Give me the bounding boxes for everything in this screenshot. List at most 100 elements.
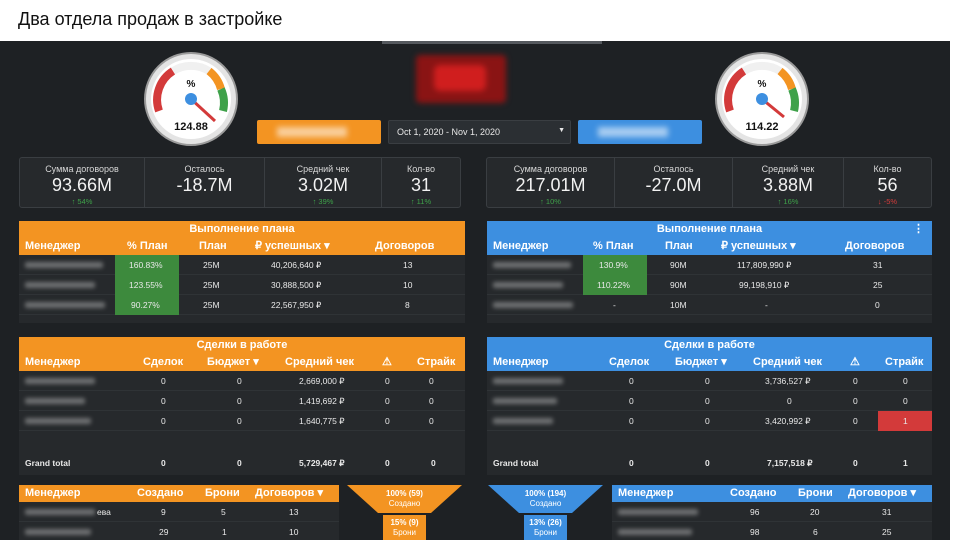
cell-count: 8 — [405, 300, 410, 310]
more-options-icon[interactable]: ⋮ — [913, 223, 924, 235]
col-plan[interactable]: План — [665, 240, 693, 252]
table-row[interactable]: 0 0 1,640,775 ₽ 0 0 — [19, 411, 465, 431]
table-row[interactable]: 0 0 3,420,992 ₽ 0 1 — [487, 411, 932, 431]
dashboard: % 124.88 % 114.22 Oct 1, 2020 - Nov 1, 2… — [0, 41, 950, 540]
table-row[interactable]: 0 0 3,736,527 ₽ 0 0 — [487, 371, 932, 391]
col-manager[interactable]: Менеджер — [493, 240, 549, 252]
cell-bookings: 6 — [813, 527, 818, 537]
cell-budget: 0 — [705, 416, 710, 426]
col-plan-pct[interactable]: % План — [127, 240, 168, 252]
cell-warn: 0 — [853, 376, 858, 386]
cell-name-tail: ева — [97, 507, 111, 517]
col-manager[interactable]: Менеджер — [493, 356, 549, 368]
table-row[interactable]: 98 6 25 — [612, 522, 932, 540]
gauge-right-dial — [715, 52, 809, 146]
col-created[interactable]: Создано — [137, 487, 184, 499]
col-manager[interactable]: Менеджер — [25, 356, 81, 368]
table-row[interactable]: 0 0 0 0 0 — [487, 391, 932, 411]
col-budget[interactable]: Бюджет ▾ — [675, 356, 727, 368]
blurred-manager-name — [25, 529, 91, 535]
department-1-filter-button[interactable] — [257, 120, 381, 144]
blurred-manager-name — [493, 398, 557, 404]
col-budget[interactable]: Бюджет ▾ — [207, 356, 259, 368]
kpi-delta: ↑ 10% — [540, 197, 561, 206]
cell-deals: 0 — [629, 416, 634, 426]
gauge-left-dial — [144, 52, 238, 146]
kpi-count: Кол-во 31 ↑ 11% — [382, 158, 460, 207]
funnel-left-shape — [347, 485, 462, 540]
kpi-label: Кол-во — [407, 164, 435, 174]
cell-avg: 2,669,000 ₽ — [299, 376, 345, 386]
col-success-sum[interactable]: ₽ успешных ▾ — [255, 240, 330, 252]
table-row[interactable]: 96 20 31 — [612, 502, 932, 522]
col-manager[interactable]: Менеджер — [618, 487, 674, 499]
total-warn: 0 — [385, 458, 390, 468]
kpi-label: Осталось — [184, 164, 225, 174]
table-row[interactable]: 0 0 1,419,692 ₽ 0 0 — [19, 391, 465, 411]
cell-bookings: 5 — [221, 507, 226, 517]
cell-deals: 0 — [629, 396, 634, 406]
kpi-scorecards-left: Сумма договоров 93.66M ↑ 54% Осталось -1… — [19, 157, 461, 208]
col-bookings[interactable]: Брони — [205, 487, 240, 499]
panel-title: Сделки в работе — [19, 337, 465, 354]
table-row[interactable]: 0 0 2,669,000 ₽ 0 0 — [19, 371, 465, 391]
col-manager[interactable]: Менеджер — [25, 240, 81, 252]
col-deals[interactable]: Сделок — [609, 356, 650, 368]
kpi-label: Средний чек — [296, 164, 350, 174]
cell-created: 96 — [750, 507, 760, 517]
table-row[interactable]: 130.9% 90M 117,809,990 ₽ 31 — [487, 255, 932, 275]
table-row[interactable]: 160.83% 25M 40,206,640 ₽ 13 — [19, 255, 465, 275]
col-strike[interactable]: Страйк — [885, 356, 924, 368]
kpi-value: -18.7M — [176, 175, 233, 195]
blurred-manager-name — [25, 282, 95, 288]
total-avg: 5,729,467 ₽ — [299, 458, 345, 468]
col-contracts[interactable]: Договоров ▾ — [255, 487, 323, 499]
kpi-delta: ↓ -5% — [877, 197, 898, 206]
warning-icon[interactable]: ⚠ — [850, 356, 860, 368]
grand-total-row: Grand total 0 0 7,157,518 ₽ 0 1 — [487, 453, 932, 473]
cell-avg: 1,419,692 ₽ — [299, 396, 345, 406]
col-contracts[interactable]: Договоров — [845, 240, 905, 252]
cell-strike: 0 — [429, 396, 434, 406]
col-avg-check[interactable]: Средний чек — [753, 356, 822, 368]
gauge-left-value: 124.88 — [174, 121, 208, 133]
pct-highlight — [583, 275, 647, 295]
cell-sum: 99,198,910 ₽ — [739, 280, 790, 290]
table-row[interactable]: 90.27% 25M 22,567,950 ₽ 8 — [19, 295, 465, 315]
blurred-manager-name — [25, 418, 91, 424]
table-row[interactable]: - 10M - 0 — [487, 295, 932, 315]
col-created[interactable]: Создано — [730, 487, 777, 499]
kpi-label: Сумма договоров — [513, 164, 588, 174]
strike-highlight — [878, 411, 932, 431]
col-deals[interactable]: Сделок — [143, 356, 184, 368]
table-row[interactable]: 110.22% 90M 99,198,910 ₽ 25 — [487, 275, 932, 295]
col-contracts[interactable]: Договоров — [375, 240, 435, 252]
cell-contracts: 25 — [882, 527, 892, 537]
blurred-manager-name — [25, 398, 85, 404]
gauge-right-symbol: % — [757, 79, 767, 90]
panel-title: Сделки в работе — [487, 337, 932, 354]
cell-avg: 1,640,775 ₽ — [299, 416, 345, 426]
table-row[interactable]: ева 9 5 13 — [19, 502, 339, 522]
warning-icon[interactable]: ⚠ — [382, 356, 392, 368]
cell-plan: 90M — [670, 280, 687, 290]
date-range-picker[interactable]: Oct 1, 2020 - Nov 1, 2020 ▼ — [388, 120, 571, 144]
col-strike[interactable]: Страйк — [417, 356, 456, 368]
col-success-sum[interactable]: ₽ успешных ▾ — [721, 240, 796, 252]
total-strike: 1 — [903, 458, 908, 468]
kpi-delta: ↑ 11% — [410, 197, 432, 206]
col-avg-check[interactable]: Средний чек — [285, 356, 354, 368]
cell-budget: 0 — [705, 396, 710, 406]
kpi-value: 3.02M — [297, 175, 349, 195]
department-2-filter-button[interactable] — [578, 120, 702, 144]
col-plan[interactable]: План — [199, 240, 227, 252]
col-plan-pct[interactable]: % План — [593, 240, 634, 252]
table-row[interactable]: 29 1 10 — [19, 522, 339, 540]
cell-count: 31 — [873, 260, 883, 270]
col-manager[interactable]: Менеджер — [25, 487, 81, 499]
table-header: Менеджер Создано Брони Договоров ▾ — [612, 485, 932, 502]
col-contracts[interactable]: Договоров ▾ — [848, 487, 916, 499]
col-bookings[interactable]: Брони — [798, 487, 833, 499]
table-header: Менеджер Сделок Бюджет ▾ Средний чек ⚠ С… — [487, 354, 932, 371]
table-row[interactable]: 123.55% 25M 30,888,500 ₽ 10 — [19, 275, 465, 295]
